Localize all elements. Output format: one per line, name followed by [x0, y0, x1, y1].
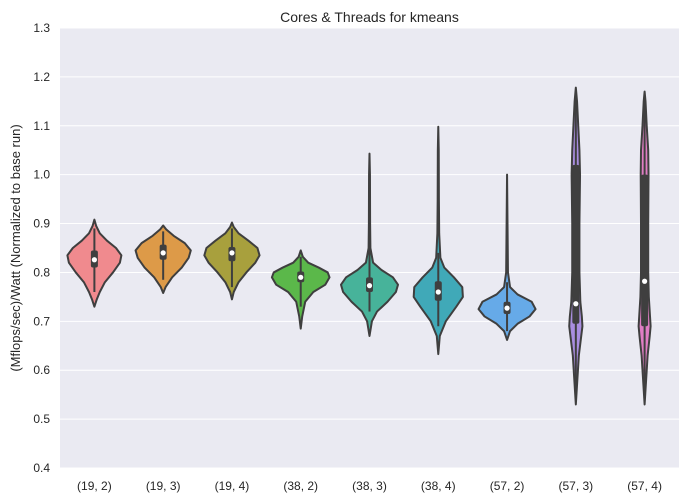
violin-median-dot — [435, 289, 441, 295]
y-tick-label: 1.3 — [33, 21, 50, 35]
violin-iqr-box — [641, 174, 649, 327]
x-tick-label: (19, 4) — [215, 479, 250, 493]
y-tick-labels: 0.4 0.5 0.6 0.7 0.8 0.9 1.0 1.1 1.2 1.3 — [33, 21, 50, 475]
violin-median-dot — [504, 305, 510, 311]
violin — [477, 173, 537, 341]
violin-median-dot — [366, 283, 373, 289]
violin — [134, 224, 192, 294]
x-tick-label: (38, 2) — [283, 479, 318, 493]
x-tick-label: (57, 2) — [490, 479, 525, 493]
violin-median-dot — [642, 278, 648, 284]
y-tick-label: 1.2 — [33, 70, 50, 84]
violin-median-dot — [91, 257, 97, 263]
violin — [637, 90, 652, 406]
violin — [412, 125, 464, 356]
y-tick-label: 0.7 — [33, 314, 50, 328]
violin-iqr-box — [572, 164, 580, 324]
violin-median-dot — [298, 274, 304, 280]
violin — [340, 152, 399, 337]
y-tick-label: 1.0 — [33, 168, 50, 182]
y-tick-label: 0.4 — [33, 461, 50, 475]
chart-title: Cores & Threads for kmeans — [280, 9, 459, 25]
violin — [568, 86, 584, 406]
y-tick-label: 0.9 — [33, 217, 50, 231]
violin — [66, 218, 123, 308]
violin-median-dot — [229, 250, 235, 256]
violin-median-dot — [573, 301, 579, 307]
violin — [203, 221, 261, 301]
violin — [270, 249, 331, 330]
violin-body — [477, 173, 537, 341]
violins — [66, 86, 652, 406]
y-tick-label: 0.5 — [33, 412, 50, 426]
x-tick-labels: (19, 2) (19, 3) (19, 4) (38, 2) (38, 3) (38, … — [77, 479, 662, 493]
x-tick-label: (38, 4) — [421, 479, 456, 493]
y-tick-label: 0.8 — [33, 265, 50, 279]
x-tick-label: (38, 3) — [352, 479, 387, 493]
y-axis-label: (Mflops/sec)/Watt (Normalized to base ru… — [8, 124, 23, 371]
violin-median-dot — [160, 250, 166, 256]
y-tick-label: 0.6 — [33, 363, 50, 377]
x-tick-label: (19, 2) — [77, 479, 112, 493]
x-tick-label: (57, 3) — [558, 479, 593, 493]
x-tick-label: (57, 4) — [627, 479, 662, 493]
x-tick-label: (19, 3) — [146, 479, 181, 493]
y-tick-label: 1.1 — [33, 119, 50, 133]
violin-body — [412, 125, 464, 356]
